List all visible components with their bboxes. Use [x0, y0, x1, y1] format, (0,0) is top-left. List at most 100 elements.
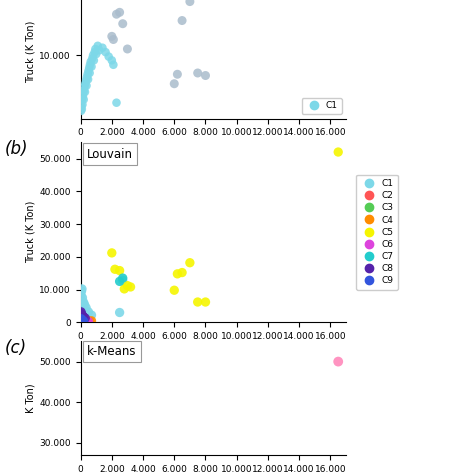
- Point: [79, 317, 86, 325]
- Point: [83, 73, 91, 81]
- Point: [102, 48, 109, 56]
- Point: [78, 105, 86, 113]
- Point: [77, 308, 85, 316]
- Legend: C1, C2, C3, C4, C5, C6, C7, C8, C9: C1, C2, C3, C4, C5, C6, C7, C8, C9: [356, 174, 398, 290]
- Point: [86, 69, 93, 77]
- Point: [78, 311, 86, 319]
- Point: [82, 304, 90, 311]
- Point: [124, 45, 131, 53]
- Point: [88, 311, 95, 319]
- Point: [82, 314, 89, 322]
- Point: [119, 277, 127, 284]
- Point: [178, 269, 186, 276]
- Point: [94, 42, 101, 50]
- Point: [91, 45, 99, 53]
- Point: [116, 309, 123, 316]
- Point: [120, 285, 128, 293]
- Point: [91, 48, 99, 56]
- Point: [78, 310, 85, 318]
- Point: [113, 10, 120, 18]
- Point: [77, 317, 85, 324]
- Point: [202, 298, 210, 306]
- Point: [82, 317, 89, 325]
- Point: [82, 77, 90, 84]
- Point: [87, 58, 94, 65]
- Point: [119, 274, 127, 282]
- Point: [79, 92, 87, 100]
- Point: [89, 52, 97, 59]
- Point: [78, 316, 86, 324]
- Point: [80, 316, 88, 324]
- Point: [86, 318, 94, 325]
- Point: [88, 63, 95, 71]
- Point: [77, 107, 85, 115]
- Legend: C1: C1: [301, 98, 341, 114]
- Point: [79, 316, 87, 323]
- Point: [116, 278, 123, 285]
- Point: [78, 316, 85, 323]
- Y-axis label: K Ton): K Ton): [25, 383, 35, 413]
- Point: [77, 315, 85, 322]
- Point: [83, 318, 91, 325]
- Text: Louvain: Louvain: [87, 147, 133, 161]
- Point: [99, 44, 106, 52]
- Point: [194, 69, 201, 77]
- Point: [171, 286, 178, 294]
- Point: [85, 64, 93, 72]
- Point: [88, 317, 95, 325]
- Point: [186, 259, 194, 266]
- Point: [84, 75, 92, 83]
- Point: [81, 88, 89, 96]
- Text: (c): (c): [5, 339, 27, 357]
- Point: [80, 90, 87, 97]
- Point: [96, 46, 103, 54]
- Point: [82, 80, 89, 88]
- Point: [78, 285, 86, 293]
- Point: [84, 71, 91, 78]
- Point: [86, 61, 94, 69]
- Point: [78, 96, 86, 103]
- Point: [202, 72, 210, 79]
- Point: [116, 267, 123, 274]
- Point: [77, 292, 85, 299]
- Point: [79, 101, 86, 109]
- Point: [80, 313, 88, 321]
- Point: [78, 287, 85, 295]
- Point: [81, 301, 88, 308]
- Point: [127, 283, 134, 291]
- Point: [84, 67, 92, 75]
- Point: [78, 318, 86, 325]
- Point: [80, 318, 88, 325]
- Point: [78, 313, 85, 321]
- Point: [78, 317, 85, 325]
- Point: [119, 20, 127, 27]
- Point: [186, 0, 194, 5]
- Point: [78, 102, 85, 109]
- Point: [79, 294, 86, 301]
- Point: [92, 50, 100, 58]
- Point: [108, 249, 116, 257]
- Point: [84, 308, 92, 316]
- Point: [335, 358, 342, 365]
- Point: [109, 36, 117, 43]
- Point: [124, 282, 131, 290]
- Point: [116, 9, 123, 16]
- Point: [81, 83, 88, 91]
- Point: [82, 317, 89, 325]
- Point: [80, 316, 88, 324]
- Point: [173, 270, 181, 278]
- Point: [78, 315, 86, 322]
- Point: [194, 298, 201, 306]
- Point: [79, 312, 87, 320]
- Point: [80, 96, 88, 103]
- Text: k-Means: k-Means: [87, 345, 137, 358]
- Point: [109, 61, 117, 69]
- Y-axis label: Truck (K Ton): Truck (K Ton): [25, 21, 35, 83]
- Point: [84, 318, 92, 325]
- Text: (b): (b): [5, 140, 28, 158]
- Point: [108, 56, 116, 64]
- Point: [171, 80, 178, 88]
- Point: [105, 53, 112, 60]
- Point: [335, 148, 342, 156]
- Y-axis label: Truck (K Ton): Truck (K Ton): [25, 201, 35, 264]
